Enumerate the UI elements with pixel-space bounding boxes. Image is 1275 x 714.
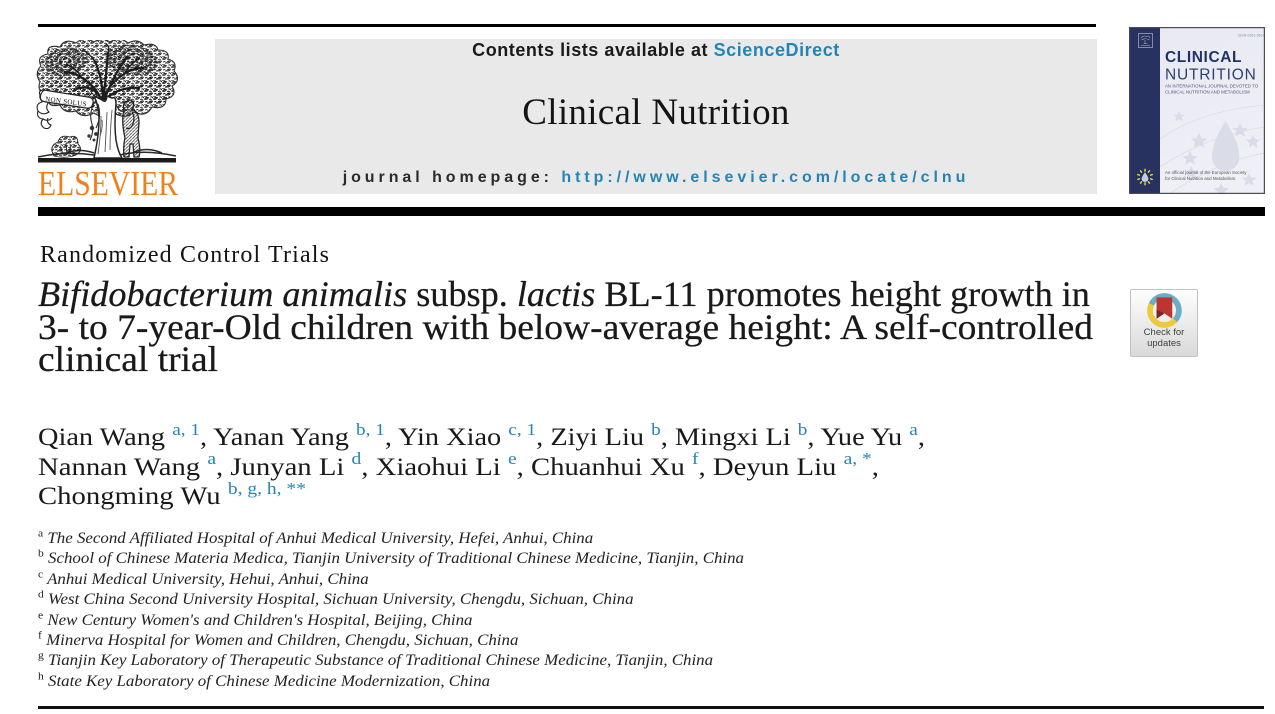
svg-text:ISSN 0261-5614: ISSN 0261-5614 xyxy=(1238,34,1265,38)
svg-text:AN INTERNATIONAL JOURNAL DEVOT: AN INTERNATIONAL JOURNAL DEVOTED TO xyxy=(1165,84,1259,89)
svg-text:CLINICAL NUTRITION AND METABOL: CLINICAL NUTRITION AND METABOLISM xyxy=(1165,90,1250,95)
svg-text:NUTRITION: NUTRITION xyxy=(1165,67,1257,84)
svg-text:An official journal of the Eur: An official journal of the European Soci… xyxy=(1165,170,1247,175)
svg-text:CLINICAL: CLINICAL xyxy=(1165,49,1242,66)
svg-text:ELSEVIER: ELSEVIER xyxy=(38,164,178,198)
svg-text:for Clinical Nutrition and Met: for Clinical Nutrition and Metabolism. xyxy=(1165,176,1237,181)
